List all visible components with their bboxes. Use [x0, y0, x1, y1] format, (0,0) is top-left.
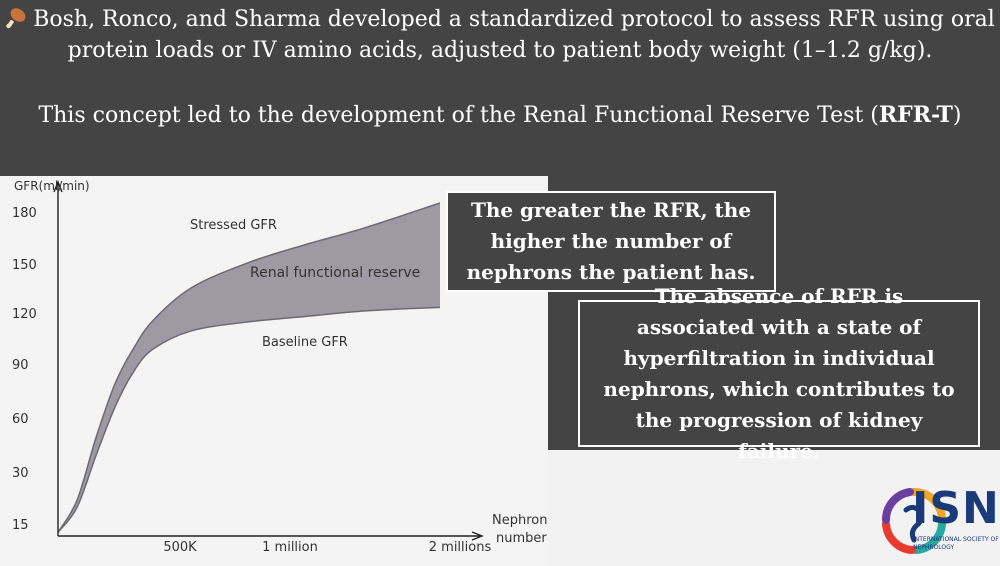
- callout-rfr-nephrons: The greater the RFR, the higher the numb…: [446, 191, 776, 292]
- headline-protocol-text: Bosh, Ronco, and Sharma developed a stan…: [33, 7, 995, 63]
- y-tick-label: 60: [12, 412, 29, 427]
- y-tick-label: 180: [12, 206, 37, 221]
- annotation-stressed-gfr: Stressed GFR: [190, 218, 277, 233]
- annotation-baseline-gfr: Baseline GFR: [262, 335, 348, 350]
- renal-functional-reserve-band: [58, 203, 440, 533]
- isn-logo-text: ISN: [912, 483, 1000, 534]
- x-tick-label: 1 million: [262, 540, 318, 555]
- headline-rfrt: This concept led to the development of t…: [0, 100, 1000, 131]
- isn-logo-subtitle: INTERNATIONAL SOCIETY OF NEPHROLOGY: [913, 536, 999, 551]
- x-tick-label: 2 millions: [429, 540, 492, 555]
- series-line-baseline-gfr: [57, 306, 441, 533]
- y-tick-label: 120: [12, 307, 37, 322]
- callout-hyperfiltration: The absence of RFR is associated with a …: [578, 284, 980, 463]
- headline-rfrt-suffix: ): [952, 103, 962, 128]
- x-axis-label-line2: number: [496, 531, 547, 546]
- series-line-stressed-gfr: [57, 202, 441, 533]
- callout-rfr-nephrons-text: The greater the RFR, the higher the numb…: [466, 198, 756, 284]
- headline-rfrt-text: This concept led to the development of t…: [38, 103, 879, 128]
- x-axis-arrow: [471, 531, 484, 541]
- annotation-renal-functional-reserve: Renal functional reserve: [250, 265, 420, 281]
- y-tick-label: 90: [12, 358, 29, 373]
- y-axis-arrow: [53, 180, 63, 193]
- headline-rfrt-acronym: RFR-T: [878, 102, 953, 128]
- headline-protocol: Bosh, Ronco, and Sharma developed a stan…: [0, 4, 1000, 66]
- y-tick-label: 15: [12, 518, 29, 533]
- drumstick-icon: [6, 8, 26, 29]
- y-axis-label: GFR(ml/min): [14, 179, 90, 193]
- isn-logo-mark: [881, 488, 946, 554]
- x-axis-label: Nephron: [492, 513, 547, 528]
- y-tick-label: 150: [12, 258, 37, 273]
- y-tick-label: 30: [12, 466, 29, 481]
- callout-hyperfiltration-text: The absence of RFR is associated with a …: [603, 283, 955, 463]
- x-tick-label: 500K: [163, 540, 197, 555]
